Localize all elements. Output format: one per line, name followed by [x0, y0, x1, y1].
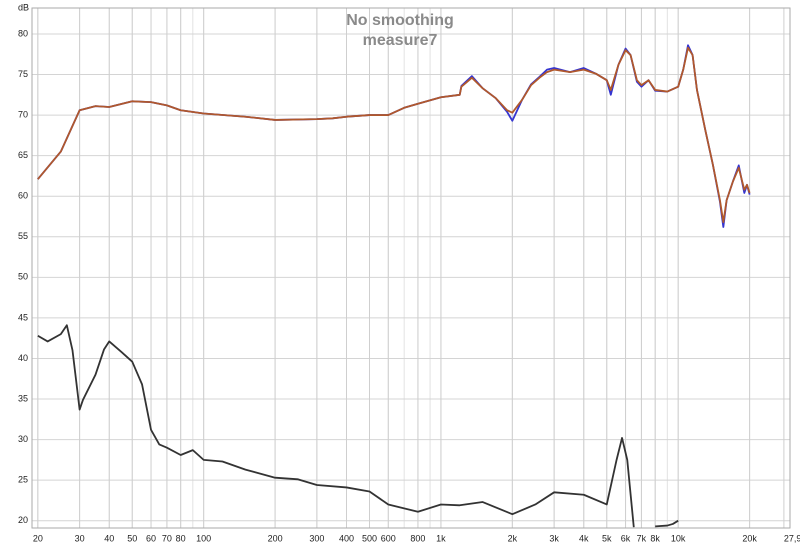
x-tick-label: 5k: [602, 533, 612, 543]
y-axis-label: dB: [18, 2, 29, 12]
x-tick-label: 20: [33, 533, 43, 543]
y-tick-label: 75: [18, 69, 28, 79]
y-tick-label: 70: [18, 109, 28, 119]
x-tick-label: 2k: [508, 533, 518, 543]
y-tick-label: 40: [18, 353, 28, 363]
grid: [32, 8, 790, 528]
x-tick-label: 1k: [436, 533, 446, 543]
x-tick-label: 400: [339, 533, 354, 543]
y-tick-label: 65: [18, 150, 28, 160]
y-tick-label: 50: [18, 272, 28, 282]
y-tick-label: 20: [18, 515, 28, 525]
x-tick-label: 20k: [742, 533, 757, 543]
y-tick-label: 35: [18, 393, 28, 403]
x-tick-label: 70: [162, 533, 172, 543]
x-tick-label: 600: [381, 533, 396, 543]
y-tick-label: 60: [18, 191, 28, 201]
x-tick-label: 8k: [650, 533, 660, 543]
x-tick-label: 50: [127, 533, 137, 543]
x-tick-label: 6k: [621, 533, 631, 543]
x-tick-label: 10k: [671, 533, 686, 543]
x-tick-label: 7k: [637, 533, 647, 543]
x-tick-label: 80: [176, 533, 186, 543]
series-line: [37, 46, 751, 224]
x-tick-label: 500: [362, 533, 377, 543]
x-tick-label: 60: [146, 533, 156, 543]
x-tick-label: 4k: [579, 533, 589, 543]
chart-subtitle: measure7: [363, 32, 438, 49]
plot-area: [37, 44, 751, 528]
y-tick-label: 45: [18, 312, 28, 322]
series-line: [37, 324, 679, 528]
x-tick-label: 3k: [549, 533, 559, 543]
x-tick-label: 27,9k Hz: [784, 533, 800, 543]
y-tick-label: 55: [18, 231, 28, 241]
y-tick-label: 80: [18, 28, 28, 38]
x-tick-label: 30: [75, 533, 85, 543]
x-tick-label: 40: [104, 533, 114, 543]
y-tick-label: 30: [18, 434, 28, 444]
plot-frame: [31, 7, 791, 529]
x-tick-label: 200: [268, 533, 283, 543]
y-tick-label: 25: [18, 475, 28, 485]
x-tick-label: 100: [196, 533, 211, 543]
x-tick-label: 300: [309, 533, 324, 543]
chart-title: No smoothing: [346, 12, 454, 29]
x-tick-label: 800: [410, 533, 425, 543]
